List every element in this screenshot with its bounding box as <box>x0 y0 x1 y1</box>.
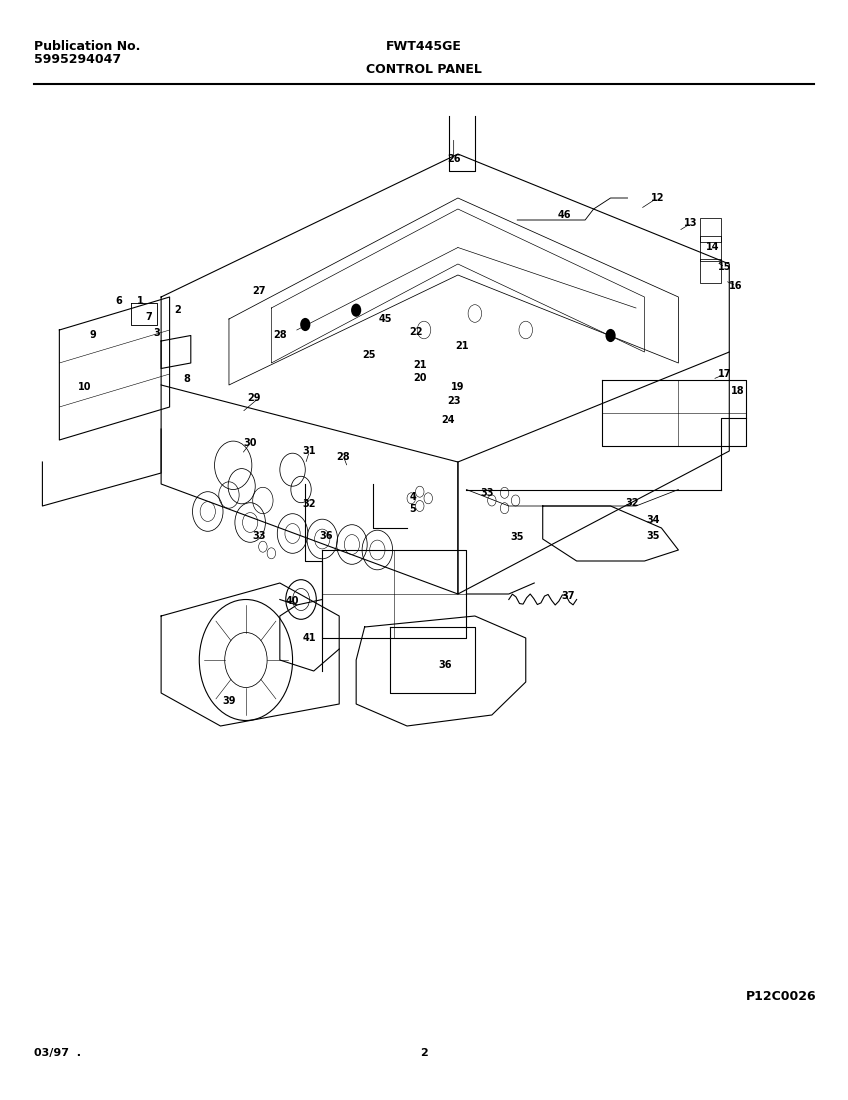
Bar <box>700 258 721 283</box>
Text: 28: 28 <box>337 451 350 462</box>
Text: 39: 39 <box>222 695 236 706</box>
Text: 27: 27 <box>252 286 265 297</box>
Text: 36: 36 <box>320 530 333 541</box>
Text: 26: 26 <box>447 154 460 165</box>
Text: 36: 36 <box>438 660 452 671</box>
Text: 03/97  .: 03/97 . <box>34 1048 81 1058</box>
Text: 20: 20 <box>413 373 427 384</box>
Text: 10: 10 <box>78 382 92 393</box>
Text: 12: 12 <box>650 192 664 204</box>
Text: 40: 40 <box>286 595 299 606</box>
Text: 9: 9 <box>90 330 97 341</box>
Text: 22: 22 <box>409 327 422 338</box>
Text: 17: 17 <box>718 368 732 379</box>
Text: 23: 23 <box>447 396 460 407</box>
Text: 16: 16 <box>729 280 743 292</box>
Text: 33: 33 <box>252 530 265 541</box>
Text: 37: 37 <box>561 591 575 602</box>
Text: 15: 15 <box>718 262 732 273</box>
Text: 2: 2 <box>175 305 181 316</box>
Text: 32: 32 <box>625 497 639 508</box>
Text: 32: 32 <box>303 498 316 509</box>
Text: 4: 4 <box>410 492 416 503</box>
Bar <box>700 218 721 242</box>
Text: 19: 19 <box>451 382 465 393</box>
Bar <box>700 236 721 261</box>
Text: P12C0026: P12C0026 <box>746 990 817 1003</box>
Text: CONTROL PANEL: CONTROL PANEL <box>366 63 482 76</box>
Circle shape <box>605 329 616 342</box>
Text: 1: 1 <box>137 296 143 307</box>
Text: FWT445GE: FWT445GE <box>386 40 462 53</box>
Text: 31: 31 <box>303 446 316 456</box>
Text: 35: 35 <box>510 531 524 542</box>
Text: 14: 14 <box>706 242 719 253</box>
Text: 5: 5 <box>410 504 416 515</box>
Text: 46: 46 <box>557 209 571 220</box>
Circle shape <box>300 318 310 331</box>
Text: 21: 21 <box>413 360 427 371</box>
Text: Publication No.: Publication No. <box>34 40 140 53</box>
Text: 13: 13 <box>684 218 698 229</box>
Text: 29: 29 <box>248 393 261 404</box>
Circle shape <box>351 304 361 317</box>
Text: 6: 6 <box>115 296 122 307</box>
Text: 3: 3 <box>153 328 160 339</box>
Text: 24: 24 <box>441 415 455 426</box>
Text: 41: 41 <box>303 632 316 644</box>
Text: 18: 18 <box>731 385 745 396</box>
Text: 30: 30 <box>243 438 257 449</box>
Text: 8: 8 <box>183 374 190 385</box>
Text: 21: 21 <box>455 341 469 352</box>
Text: 33: 33 <box>481 487 494 498</box>
Text: 25: 25 <box>362 350 376 361</box>
Text: 45: 45 <box>379 314 393 324</box>
Text: 5995294047: 5995294047 <box>34 53 121 66</box>
Text: 35: 35 <box>646 530 660 541</box>
Text: 7: 7 <box>145 311 152 322</box>
Text: 28: 28 <box>273 330 287 341</box>
Text: 34: 34 <box>646 515 660 526</box>
Text: 2: 2 <box>420 1048 428 1058</box>
